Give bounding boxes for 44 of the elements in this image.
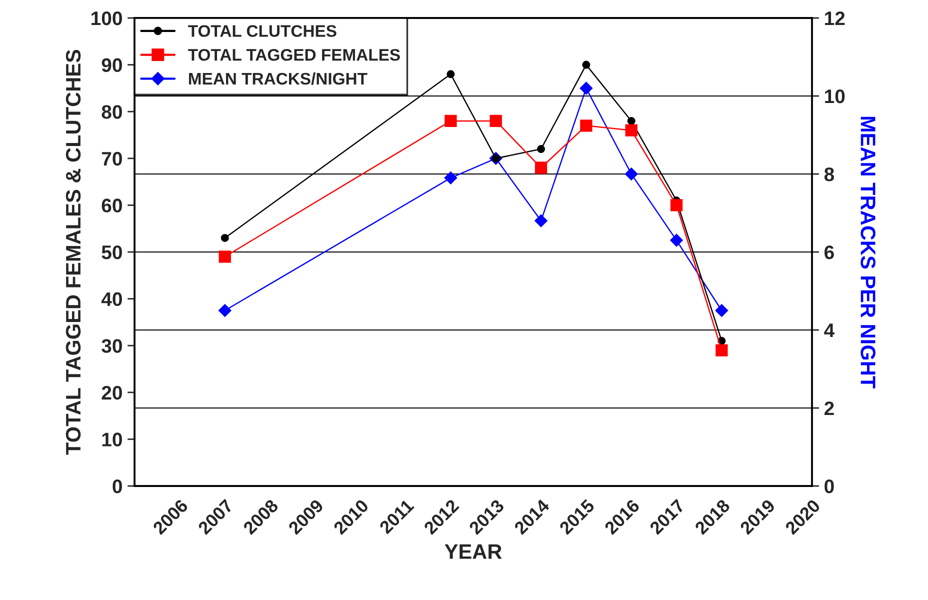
legend-label: TOTAL TAGGED FEMALES xyxy=(188,48,400,61)
point xyxy=(220,234,229,242)
y2-tick-label: 4 xyxy=(824,324,835,338)
y2-tick-label: 2 xyxy=(824,401,834,416)
point xyxy=(218,304,232,317)
point xyxy=(537,145,546,154)
legend-label: MEAN TRACKS/NIGHT xyxy=(189,72,368,85)
point xyxy=(534,162,548,174)
y-axis-title: TOTAL TAGGED FEMALES & CLUTCHES xyxy=(66,50,81,455)
y2-tick-label: 12 xyxy=(825,11,845,26)
y2-tick-label: 0 xyxy=(824,479,834,494)
y-tick-label: 60 xyxy=(102,198,122,212)
point xyxy=(444,171,458,184)
point xyxy=(490,114,502,128)
x-axis-title: YEAR xyxy=(444,544,502,559)
y2-axis-title: MEAN TRACKS PER NIGHT xyxy=(860,116,876,388)
point xyxy=(670,234,683,247)
point xyxy=(582,60,590,69)
y2-tick-label: 8 xyxy=(824,167,834,182)
point xyxy=(580,120,592,132)
y-tick-label: 40 xyxy=(101,292,122,306)
point xyxy=(444,114,457,128)
y2-tick-label: 6 xyxy=(824,245,834,260)
y-tick-label: 50 xyxy=(102,245,122,260)
y-tick-label: 0 xyxy=(112,479,122,494)
y-tick-label: 100 xyxy=(92,11,122,26)
point xyxy=(715,304,728,317)
point xyxy=(534,214,548,228)
y-tick-label: 20 xyxy=(102,386,122,400)
y-tick-label: 80 xyxy=(102,105,122,119)
point xyxy=(625,124,638,136)
y-tick-label: 70 xyxy=(102,152,122,166)
point xyxy=(218,250,231,263)
point xyxy=(624,168,638,180)
point xyxy=(627,116,636,125)
legend-label: TOTAL CLUTCHES xyxy=(188,25,336,37)
point xyxy=(446,70,455,78)
y-tick-label: 10 xyxy=(102,432,122,446)
y2-tick-label: 10 xyxy=(825,89,845,104)
point xyxy=(716,344,728,356)
y-tick-label: 30 xyxy=(102,339,122,353)
point xyxy=(580,82,593,95)
point xyxy=(670,199,683,212)
y-tick-label: 90 xyxy=(102,58,122,72)
